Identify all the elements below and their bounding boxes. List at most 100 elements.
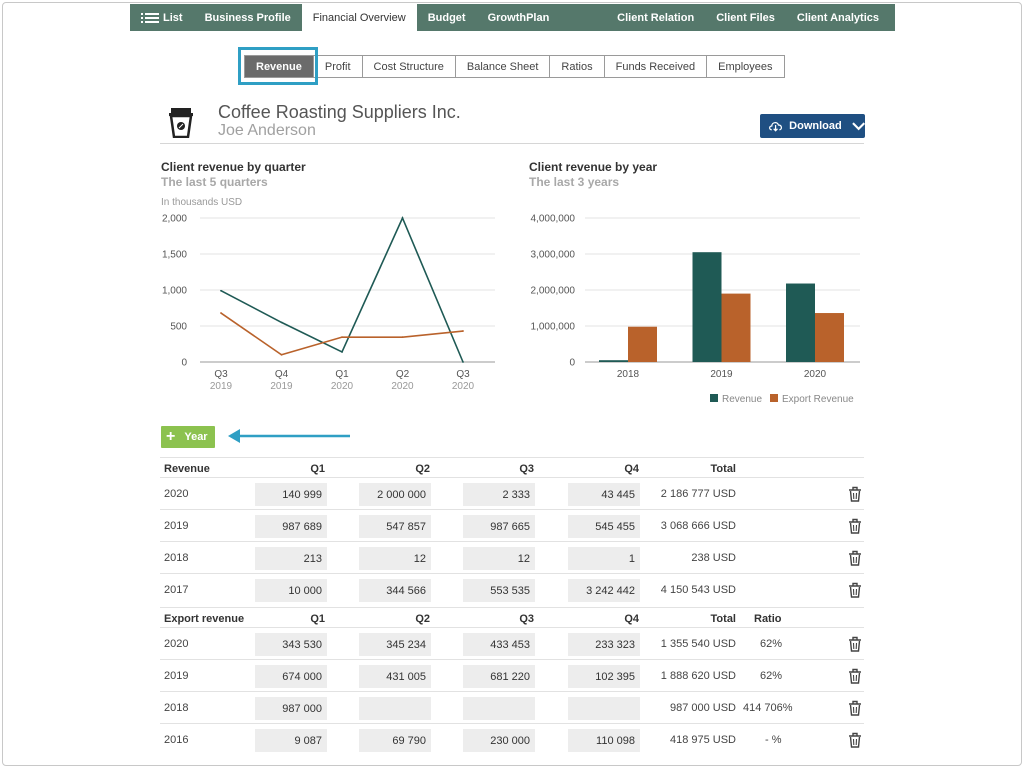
- trash-icon[interactable]: [848, 732, 862, 748]
- data-point-revenue: [220, 289, 222, 292]
- quarter-input[interactable]: 69 790: [359, 729, 431, 752]
- nav-item-growthplan[interactable]: GrowthPlan: [487, 11, 550, 24]
- quarter-input[interactable]: 2 333: [463, 483, 535, 506]
- trash-icon[interactable]: [848, 668, 862, 684]
- nav-item-financial-overview[interactable]: Financial Overview: [301, 4, 417, 31]
- trash-icon[interactable]: [848, 550, 862, 566]
- row-total: 987 000 USD: [669, 702, 736, 714]
- quarter-input[interactable]: [463, 697, 535, 720]
- plus-icon: +: [166, 428, 176, 445]
- nav-item-client-files[interactable]: Client Files: [716, 11, 775, 24]
- quarter-input[interactable]: 343 530: [255, 633, 327, 656]
- tab-employees[interactable]: Employees: [706, 55, 785, 78]
- quarter-input[interactable]: 431 005: [359, 665, 431, 688]
- x-tick-label: Q3: [214, 369, 228, 380]
- quarter-input[interactable]: 10 000: [255, 579, 327, 602]
- y-tick-label: 3,000,000: [531, 250, 576, 261]
- x-tick-label: 2018: [617, 369, 640, 380]
- list-icon: [141, 12, 159, 24]
- row-ratio: 62%: [760, 638, 783, 650]
- quarter-input[interactable]: 987 665: [463, 515, 535, 538]
- y-tick-label: 2,000: [162, 214, 187, 225]
- quarter-input[interactable]: 2 000 000: [359, 483, 431, 506]
- quarter-input[interactable]: 987 689: [255, 515, 327, 538]
- quarter-input[interactable]: 345 234: [359, 633, 431, 656]
- tab-balance-sheet[interactable]: Balance Sheet: [454, 55, 551, 78]
- quarter-input[interactable]: 553 535: [463, 579, 535, 602]
- y-tick-label: 0: [181, 358, 187, 369]
- revenue-tables: Revenue Q1 Q2 Q3 Q4 Total 2020 140 999 2 000 000…: [160, 457, 864, 757]
- data-point-revenue: [462, 361, 464, 363]
- x-tick-label: Q4: [275, 369, 289, 380]
- quarter-input[interactable]: 344 566: [359, 579, 431, 602]
- tab-ratios[interactable]: Ratios: [549, 55, 605, 78]
- trash-icon[interactable]: [848, 700, 862, 716]
- trash-icon[interactable]: [848, 582, 862, 598]
- quarter-input[interactable]: 213: [255, 547, 327, 570]
- revenue_table-header-row: Revenue Q1 Q2 Q3 Q4 Total: [160, 457, 864, 477]
- nav-item-list-label: List: [163, 11, 183, 24]
- quarter-input[interactable]: 1: [568, 547, 640, 570]
- quarter-input[interactable]: 230 000: [463, 729, 535, 752]
- quarter-input[interactable]: 547 857: [359, 515, 431, 538]
- quarter-input[interactable]: 3 242 442: [568, 579, 640, 602]
- arrow-left-icon: [228, 429, 350, 443]
- top-navigation: List Business Profile Financial Overview…: [130, 4, 895, 31]
- nav-item-client-relation[interactable]: Client Relation: [617, 11, 695, 24]
- tab-funds-received[interactable]: Funds Received: [603, 55, 708, 78]
- quarter-input[interactable]: 102 395: [568, 665, 640, 688]
- quarter-input[interactable]: 43 445: [568, 483, 640, 506]
- quarter-input[interactable]: 110 098: [568, 729, 640, 752]
- nav-item-budget[interactable]: Budget: [427, 11, 466, 24]
- quarter-input[interactable]: 674 000: [255, 665, 327, 688]
- nav-item-business-profile[interactable]: Business Profile: [204, 11, 291, 24]
- x-tick-year: 2020: [391, 381, 414, 392]
- x-tick-label: 2019: [710, 369, 733, 380]
- column-header: Q1: [310, 463, 325, 475]
- series-line-export: [220, 312, 464, 356]
- table-row: 2016 9 087 69 790 230 000 110 098 418 975 USD…: [160, 723, 864, 755]
- chart-quarter-unit: In thousands USD: [161, 197, 243, 208]
- legend-swatch-revenue: [710, 394, 718, 402]
- x-tick-label: 2020: [804, 369, 827, 380]
- quarter-input[interactable]: [568, 697, 640, 720]
- trash-icon[interactable]: [848, 518, 862, 534]
- tab-profit[interactable]: Profit: [312, 55, 363, 78]
- quarter-input[interactable]: 140 999: [255, 483, 327, 506]
- quarter-input[interactable]: 987 000: [255, 697, 327, 720]
- trash-icon[interactable]: [848, 486, 862, 502]
- row-ratio: 62%: [760, 670, 783, 682]
- nav-item-list[interactable]: List: [130, 4, 194, 31]
- quarter-input[interactable]: 545 455: [568, 515, 640, 538]
- quarter-input[interactable]: 12: [359, 547, 431, 570]
- row-ratio: - %: [765, 734, 782, 746]
- quarter-input[interactable]: 433 453: [463, 633, 535, 656]
- data-point-revenue: [401, 217, 404, 219]
- quarter-input[interactable]: 233 323: [568, 633, 640, 656]
- x-tick-label: Q1: [335, 369, 349, 380]
- row-year: 2020: [164, 638, 189, 650]
- y-tick-label: 2,000,000: [531, 286, 576, 297]
- table-row: 2017 10 000 344 566 553 535 3 242 442 4 150 5…: [160, 573, 864, 605]
- quarter-input[interactable]: [359, 697, 431, 720]
- quarter-input[interactable]: 681 220: [463, 665, 535, 688]
- row-ratio: 414 706%: [743, 702, 793, 714]
- bar-revenue: [786, 283, 815, 362]
- quarter-input[interactable]: 12: [463, 547, 535, 570]
- column-header: Q2: [415, 463, 430, 475]
- y-tick-label: 4,000,000: [531, 214, 576, 225]
- tab-revenue[interactable]: Revenue: [244, 55, 314, 78]
- column-header: Q4: [624, 463, 639, 475]
- tab-cost-structure[interactable]: Cost Structure: [361, 55, 456, 78]
- column-header: Q3: [519, 463, 534, 475]
- download-button[interactable]: Download: [760, 114, 865, 138]
- table-row: 2019 674 000 431 005 681 220 102 395 1 888 62…: [160, 659, 864, 691]
- nav-item-client-analytics[interactable]: Client Analytics: [796, 11, 879, 24]
- quarter-input[interactable]: 9 087: [255, 729, 327, 752]
- column-header: Q1: [310, 613, 325, 625]
- add-year-button[interactable]: + Year: [161, 426, 215, 448]
- row-year: 2019: [164, 670, 189, 682]
- bar-revenue: [692, 252, 722, 362]
- trash-icon[interactable]: [848, 636, 862, 652]
